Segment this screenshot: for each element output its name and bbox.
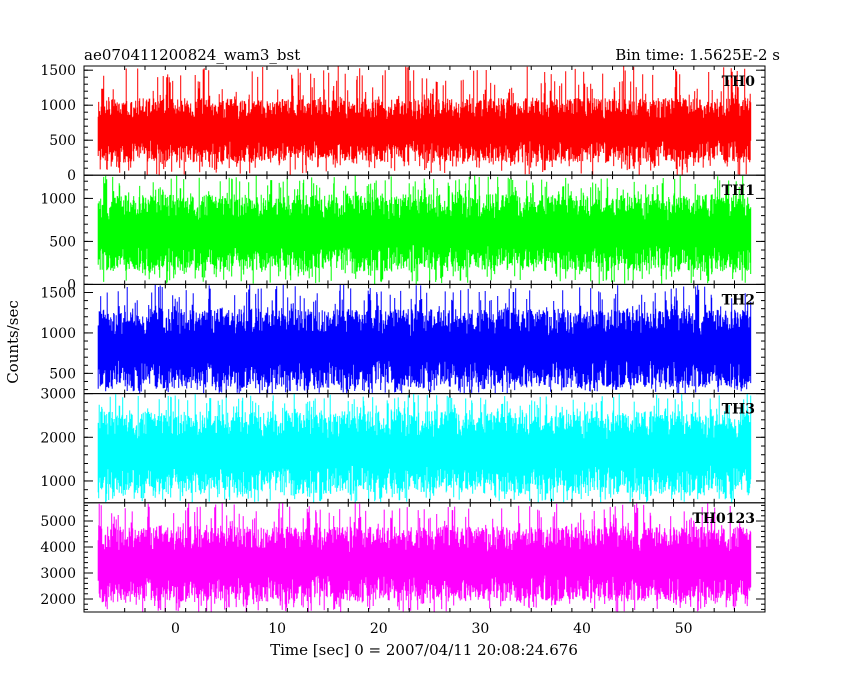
series-th0123	[97, 503, 752, 612]
panel-th3: 1000 2000 3000 TH3	[40, 387, 766, 504]
y-tick-label: 3000	[40, 387, 76, 403]
x-tick-label: 30	[471, 621, 489, 637]
x-tick-label: 40	[573, 621, 591, 637]
panel-label-th1: TH1	[722, 183, 755, 199]
y-tick-label: 0	[67, 277, 76, 293]
y-tick-label: 500	[49, 133, 76, 149]
y-tick-label: 500	[49, 366, 76, 382]
y-tick-label: 1000	[40, 326, 76, 342]
x-tick-label: 10	[268, 621, 286, 637]
panel-th0123: 2000 3000 4000 5000 TH0123	[40, 502, 766, 613]
panel-label-th0: TH0	[722, 74, 756, 90]
y-tick-label: 5000	[40, 514, 76, 530]
plot-title: ae070411200824_wam3_bst	[84, 46, 300, 64]
y-tick-label: 1000	[40, 98, 76, 114]
series-th0	[97, 66, 752, 176]
y-tick-label: 0	[67, 168, 76, 184]
x-tick-label: 50	[675, 621, 693, 637]
y-tick-label: 4000	[40, 540, 76, 556]
y-tick-label: 2000	[40, 430, 76, 446]
y-tick-label: 3000	[40, 566, 76, 582]
y-tick-label: 1000	[40, 474, 76, 490]
panel-th2: 500 1000 1500 TH2	[40, 283, 766, 395]
panel-label-th0123: TH0123	[692, 511, 755, 527]
y-tick-label: 1500	[40, 285, 76, 301]
x-tick-label: 20	[370, 621, 388, 637]
bin-time-label: Bin time: 1.5625E-2 s	[615, 46, 780, 64]
y-tick-label: 500	[49, 234, 76, 250]
series-th2	[97, 284, 752, 394]
y-tick-label: 2000	[40, 592, 76, 608]
panel-label-th2: TH2	[722, 292, 755, 308]
series-th3	[97, 393, 752, 503]
x-axis-label: Time [sec] 0 = 2007/04/11 20:08:24.676	[270, 641, 578, 659]
x-tick-label: 0	[171, 621, 180, 637]
panel-label-th3: TH3	[722, 402, 755, 418]
panel-th0: 0 500 1000 1500 TH0	[40, 63, 766, 184]
y-axis-label: Counts/sec	[4, 300, 22, 384]
series-th1	[97, 175, 752, 285]
y-tick-label: 1500	[40, 63, 76, 79]
y-tick-label: 1000	[40, 191, 76, 207]
